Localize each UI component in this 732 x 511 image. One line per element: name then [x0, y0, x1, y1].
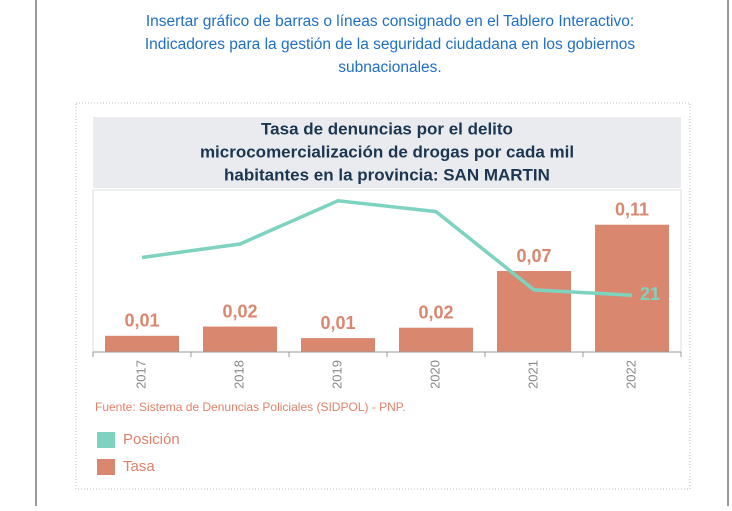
line-label: 21	[640, 284, 660, 304]
header-line: Indicadores para la gestión de la seguri…	[145, 36, 636, 53]
legend-swatch	[97, 432, 115, 448]
chart-box	[75, 102, 691, 490]
bar-label: 0,01	[320, 313, 355, 333]
bar	[105, 335, 179, 352]
chart-title: habitantes en la provincia: SAN MARTIN	[224, 165, 550, 184]
source: Fuente: Sistema de Denuncias Policiales …	[95, 400, 406, 414]
x-tick-label: 2017	[133, 360, 148, 389]
header-line: subnacionales.	[338, 59, 441, 76]
bar-label: 0,11	[615, 199, 649, 219]
bar-label: 0,01	[124, 311, 159, 331]
x-tick-label: 2018	[231, 360, 246, 389]
bar	[301, 338, 375, 352]
bar	[203, 326, 277, 352]
line	[141, 199, 633, 298]
x-tick-label: 2021	[525, 360, 540, 389]
chart-title: microcomercialización de drogas por cada…	[200, 142, 574, 161]
header-line: Insertar gráfico de barras o líneas cons…	[146, 13, 634, 30]
legend-swatch	[97, 459, 115, 475]
bar	[399, 327, 473, 352]
bar-label: 0,07	[516, 246, 551, 266]
bar	[595, 224, 669, 352]
x-tick-label: 2022	[623, 360, 638, 389]
x-tick-label: 2020	[427, 360, 442, 389]
legend-label: Posición	[123, 431, 180, 448]
bar-label: 0,02	[418, 302, 453, 322]
x-tick-label: 2019	[329, 360, 344, 389]
bar	[497, 271, 571, 352]
bar-label: 0,02	[222, 301, 257, 321]
chart-title: Tasa de denuncias por el delito	[261, 119, 513, 138]
legend-label: Tasa	[123, 458, 155, 475]
title-box	[93, 117, 681, 188]
